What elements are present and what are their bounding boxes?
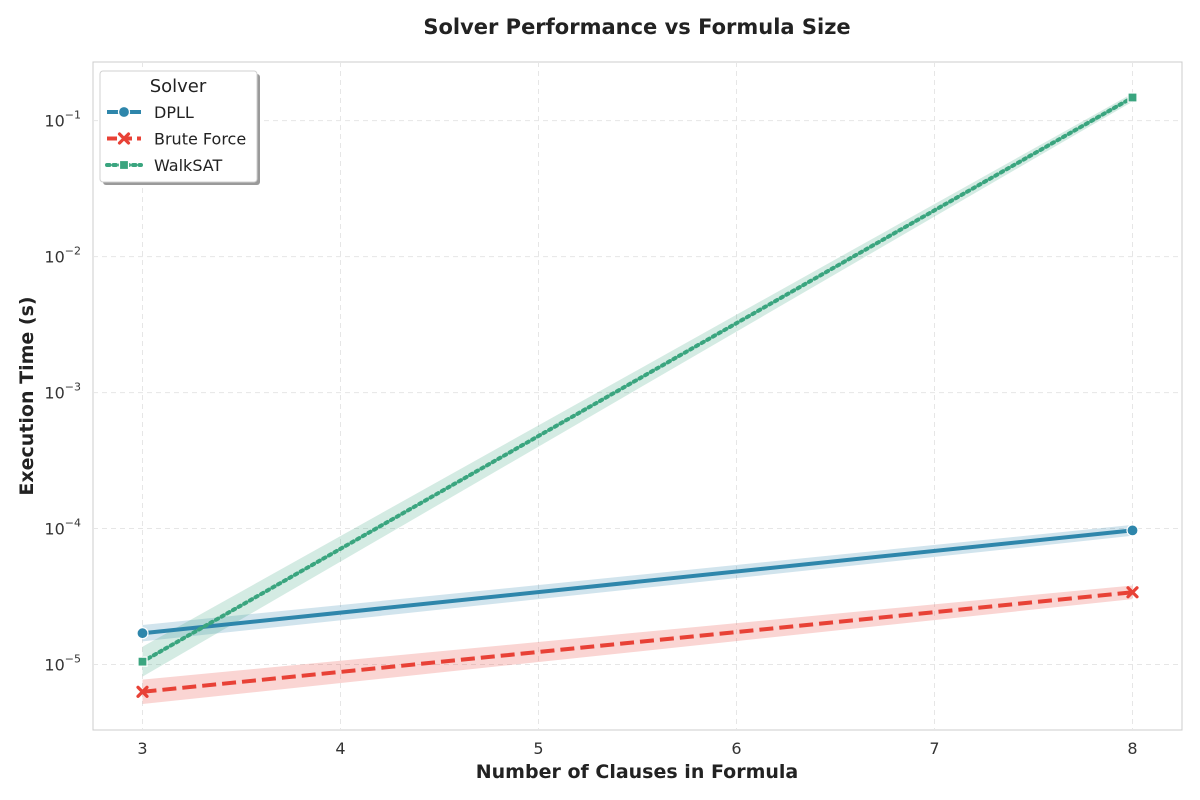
y-axis-label: Execution Time (s): [16, 296, 38, 495]
legend: Solver DPLL Brute Force WalkSAT: [99, 70, 260, 185]
x-tick-label: 7: [929, 739, 939, 758]
dpll-point: [136, 627, 149, 640]
x-tick-label: 8: [1127, 739, 1137, 758]
legend-marker-brute-force: [117, 132, 131, 145]
walksat-point: [1127, 92, 1138, 103]
dpll-point: [1126, 524, 1139, 537]
x-axis-label: Number of Clauses in Formula: [476, 761, 799, 783]
legend-items: DPLL Brute Force WalkSAT: [105, 103, 246, 175]
brute-force-band: [142, 585, 1133, 705]
legend-label-dpll: DPLL: [154, 103, 194, 122]
legend-marker-dpll: [117, 105, 131, 119]
legend-item-brute-force: Brute Force: [107, 130, 246, 149]
legend-item-dpll: DPLL: [107, 103, 194, 122]
brute-force-point: [136, 685, 149, 698]
y-tick-labels: 10−5 10−4 10−3 10−2 10−1: [44, 109, 81, 675]
dpll-line: [142, 528, 1133, 636]
y-tick-label: 10−4: [44, 517, 81, 539]
brute-force-point: [1126, 586, 1139, 599]
y-tick-label: 10−3: [44, 381, 81, 403]
y-tick-label: 10−1: [44, 109, 81, 131]
legend-label-walksat: WalkSAT: [154, 156, 222, 175]
x-tick-labels: 3 4 5 6 7 8: [137, 739, 1137, 758]
x-tick-label: 6: [731, 739, 741, 758]
legend-marker-walksat: [118, 159, 130, 171]
y-tick-label: 10−2: [44, 245, 81, 267]
brute-force-line: [142, 590, 1133, 694]
series-markers: [136, 92, 1139, 698]
chart-title: Solver Performance vs Formula Size: [423, 15, 850, 39]
legend-title: Solver: [150, 76, 207, 97]
legend-label-brute-force: Brute Force: [154, 130, 246, 149]
y-tick-label: 10−5: [44, 653, 81, 675]
legend-box: [99, 70, 258, 183]
x-tick-label: 3: [137, 739, 147, 758]
legend-item-walksat: WalkSAT: [105, 156, 222, 175]
x-tick-label: 5: [533, 739, 543, 758]
walksat-line: [140, 95, 1135, 664]
x-tick-label: 4: [335, 739, 345, 758]
series-lines: [140, 95, 1135, 694]
walksat-point: [137, 656, 148, 667]
